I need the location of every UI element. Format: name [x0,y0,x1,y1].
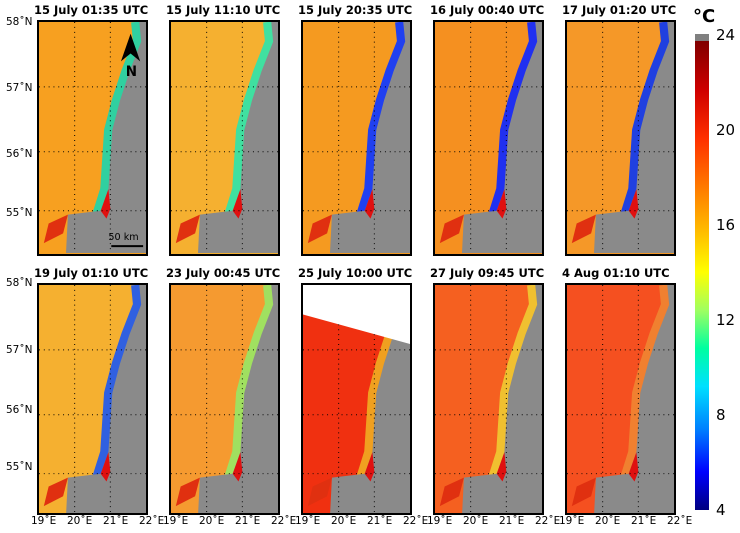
sst-map-panel [433,283,544,515]
lon-label: 20˚E [331,515,357,527]
sst-map-panel [37,283,148,515]
lon-label: 21˚E [631,515,657,527]
lat-label: 55˚N [6,461,33,473]
sst-map-panel [565,20,676,256]
land [330,285,410,513]
sst-map-panel [301,20,412,256]
land [461,22,542,254]
lon-label: 19˚E [31,515,57,527]
colorbar-tick: 4 [716,501,726,519]
lon-label: 22˚E [271,515,297,527]
land [594,285,674,513]
sst-map-panel [301,283,412,515]
lon-label: 20˚E [67,515,93,527]
lat-label: 57˚N [6,344,33,356]
panel-title: 4 Aug 01:10 UTC [562,266,670,280]
land [198,285,278,513]
colorbar-tick: 16 [716,216,736,234]
sst-map-panel [433,20,544,256]
lon-label: 19˚E [295,515,321,527]
panel-title: 25 July 10:00 UTC [298,266,413,280]
panel-title: 23 July 00:45 UTC [166,266,281,280]
colorbar-tick: 12 [716,311,736,329]
scale-label: 50 km [108,232,138,243]
panel-title: 15 July 20:35 UTC [298,3,413,17]
panel-title: 16 July 00:40 UTC [430,3,545,17]
lon-label: 19˚E [427,515,453,527]
land [462,285,542,513]
panel-title: 19 July 01:10 UTC [34,266,149,280]
sst-map-panel: N 50 km [37,20,148,256]
colorbar-tick: 20 [716,121,736,139]
land [593,22,674,254]
lon-label: 20˚E [463,515,489,527]
lon-label: 21˚E [235,515,261,527]
lon-label: 22˚E [139,515,165,527]
lon-label: 21˚E [367,515,393,527]
lat-label: 55˚N [6,207,33,219]
panel-title: 15 July 11:10 UTC [166,3,281,17]
lat-label: 58˚N [6,277,33,289]
north-arrow-icon: N [120,33,141,80]
colorbar [695,34,709,510]
lon-label: 22˚E [667,515,693,527]
lon-label: 22˚E [535,515,561,527]
colorbar-tick: 8 [716,406,726,424]
lon-label: 19˚E [163,515,189,527]
lon-label: 19˚E [559,515,585,527]
panel-title: 15 July 01:35 UTC [34,3,149,17]
lat-label: 57˚N [6,82,33,94]
sst-map-panel [169,283,280,515]
lat-label: 56˚N [6,404,33,416]
panel-title: 27 July 09:45 UTC [430,266,545,280]
lon-label: 21˚E [499,515,525,527]
sst-map-panel [169,20,280,256]
lon-label: 20˚E [595,515,621,527]
land [66,285,146,513]
lat-label: 56˚N [6,148,33,160]
land [197,22,278,254]
lon-label: 21˚E [103,515,129,527]
lon-label: 20˚E [199,515,225,527]
colorbar-unit: °C [693,6,716,27]
sst-map-panel [565,283,676,515]
land [65,22,146,254]
lon-label: 22˚E [403,515,429,527]
colorbar-tick: 24 [716,26,736,44]
land [329,22,410,254]
panel-title: 17 July 01:20 UTC [562,3,677,17]
north-label: N [126,64,137,80]
lat-label: 58˚N [6,16,33,28]
